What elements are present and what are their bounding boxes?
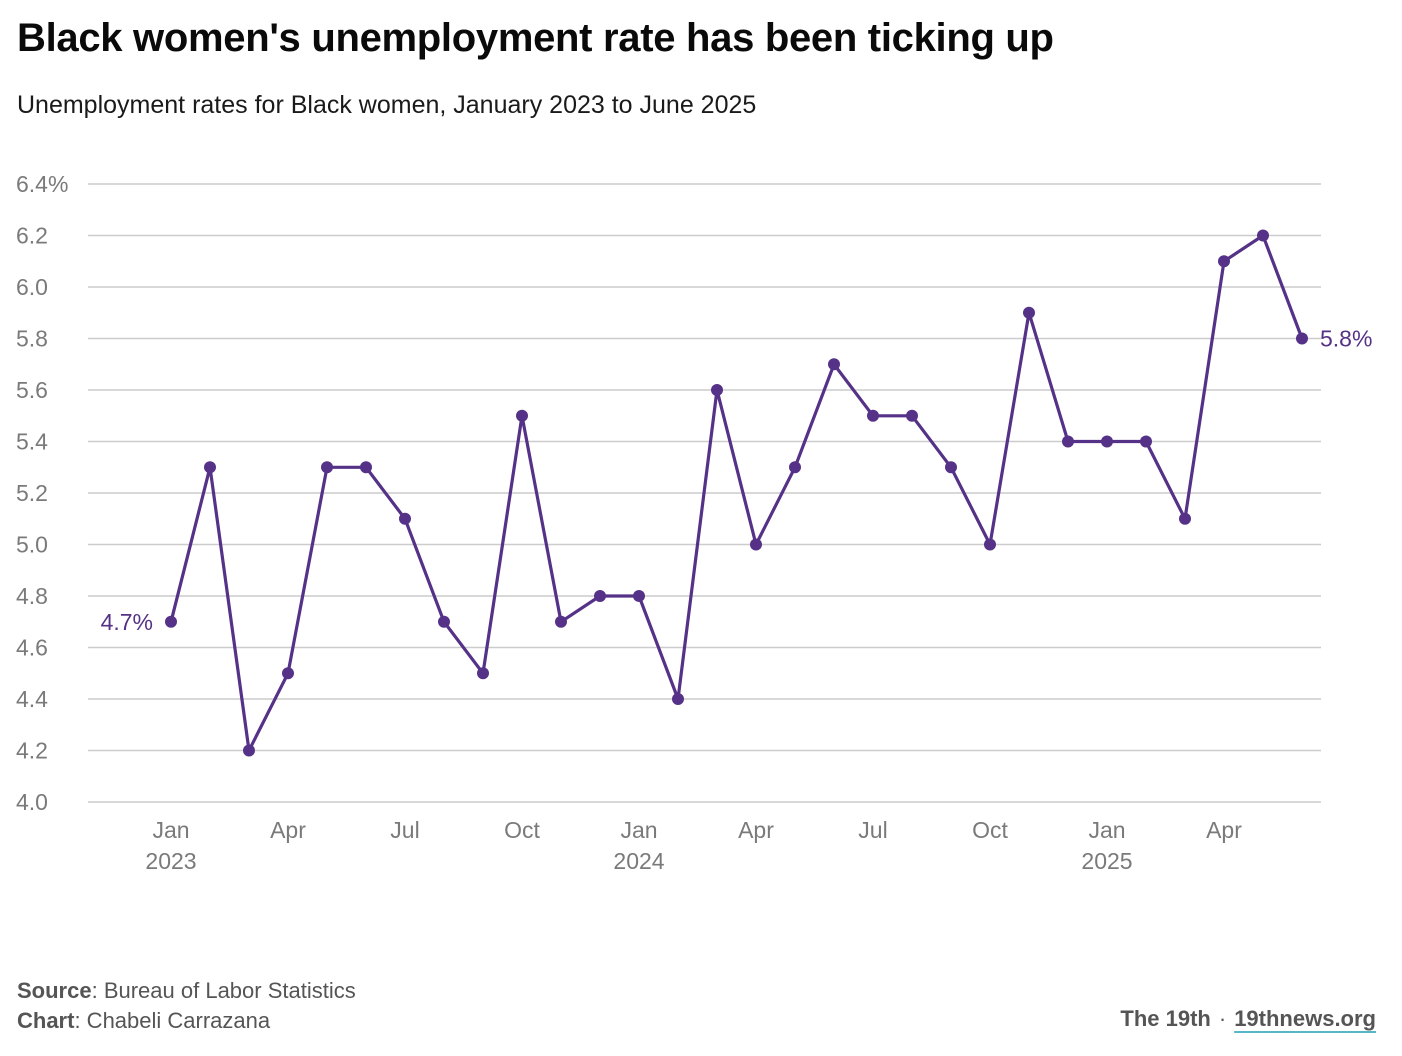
footer-brand: The 19th · 19thnews.org [1120,1006,1376,1032]
data-point [399,512,411,525]
data-point [360,461,372,474]
source-label: Source [17,978,92,1003]
chart-subtitle: Unemployment rates for Black women, Janu… [17,91,757,119]
data-point [1179,512,1191,525]
y-axis-ticks: 6.4% 6.2 6.0 5.8 5.6 5.4 5.2 5.0 4.8 4.6 4.4 4.2 4.0 [16,171,68,815]
y-tick-label: 4.2 [16,738,48,764]
series-line [169,233,1304,753]
x-tick-label: Jul [858,817,887,843]
x-tick-year-label: 2024 [613,848,664,874]
x-tick-label: Oct [972,817,1008,843]
data-point [633,590,645,602]
footer-credits: Source: Bureau of Labor Statistics Chart… [17,976,356,1036]
y-tick-label: 6.4% [16,171,68,197]
data-point [282,667,294,680]
x-tick-year-label: 2023 [145,848,196,874]
chart-credit-text: : Chabeli Carrazana [74,1008,271,1033]
x-tick-label: Apr [270,817,306,843]
y-tick-label: 5.4 [16,429,48,455]
data-point [1101,435,1113,448]
data-point [321,461,333,474]
x-tick-label: Jul [390,817,419,843]
data-point [555,615,567,628]
x-axis-ticks: Jan 2023 Apr Jul Oct Jan 2024 Apr Jul Oct Jan 2025 A… [145,817,1242,874]
chart-credit-label: Chart [17,1008,75,1033]
data-point [711,384,723,396]
data-point [945,461,957,474]
x-tick-label: Jan [620,817,657,843]
y-tick-label: 6.0 [16,274,48,300]
x-tick-label: Apr [1206,817,1242,843]
site-link[interactable]: 19thnews.org [1234,1006,1376,1031]
data-point [1257,229,1269,242]
data-point [594,590,606,602]
line-chart: 6.4% 6.2 6.0 5.8 5.6 5.4 5.2 5.0 4.8 4.6 4.4 4.2 4.0… [16,171,1373,874]
data-point [828,358,840,371]
data-point [672,693,684,705]
x-tick-label: Oct [504,817,540,843]
y-tick-label: 5.8 [16,326,48,352]
data-point [204,461,216,474]
source-line: Source: Bureau of Labor Statistics [17,976,356,1006]
data-point [750,538,762,551]
data-point [438,615,450,628]
brand-name: The 19th [1120,1006,1211,1031]
data-point [906,409,918,422]
y-tick-label: 6.2 [16,223,48,249]
data-point [243,744,255,757]
x-tick-year-label: 2025 [1081,848,1132,874]
y-tick-label: 5.2 [16,480,48,506]
data-point [516,409,528,422]
y-tick-label: 4.0 [16,789,48,815]
data-label: 5.8% [1320,326,1372,352]
data-point [1140,435,1152,448]
data-point [1062,435,1074,448]
data-label: 4.7% [101,609,153,635]
data-point [867,409,879,422]
chart-credit-line: Chart: Chabeli Carrazana [17,1006,356,1036]
annotations: 4.7% 5.8% [101,326,1373,635]
data-point [1218,255,1230,268]
data-point [165,615,177,628]
source-text: : Bureau of Labor Statistics [91,978,356,1003]
data-point [984,538,996,551]
y-tick-label: 5.0 [16,532,48,558]
y-tick-label: 4.6 [16,635,48,661]
data-point [1296,332,1308,345]
y-tick-label: 4.4 [16,686,48,712]
y-tick-label: 5.6 [16,377,48,403]
chart-title: Black women's unemployment rate has been… [17,16,1054,60]
x-tick-label: Apr [738,817,774,843]
y-tick-label: 4.8 [16,583,48,609]
separator-dot: · [1218,1006,1227,1031]
data-point [789,461,801,474]
x-tick-label: Jan [152,817,189,843]
data-point [477,667,489,680]
data-point [1023,306,1035,319]
x-tick-label: Jan [1088,817,1125,843]
series-unemployment-rate [165,229,1308,757]
